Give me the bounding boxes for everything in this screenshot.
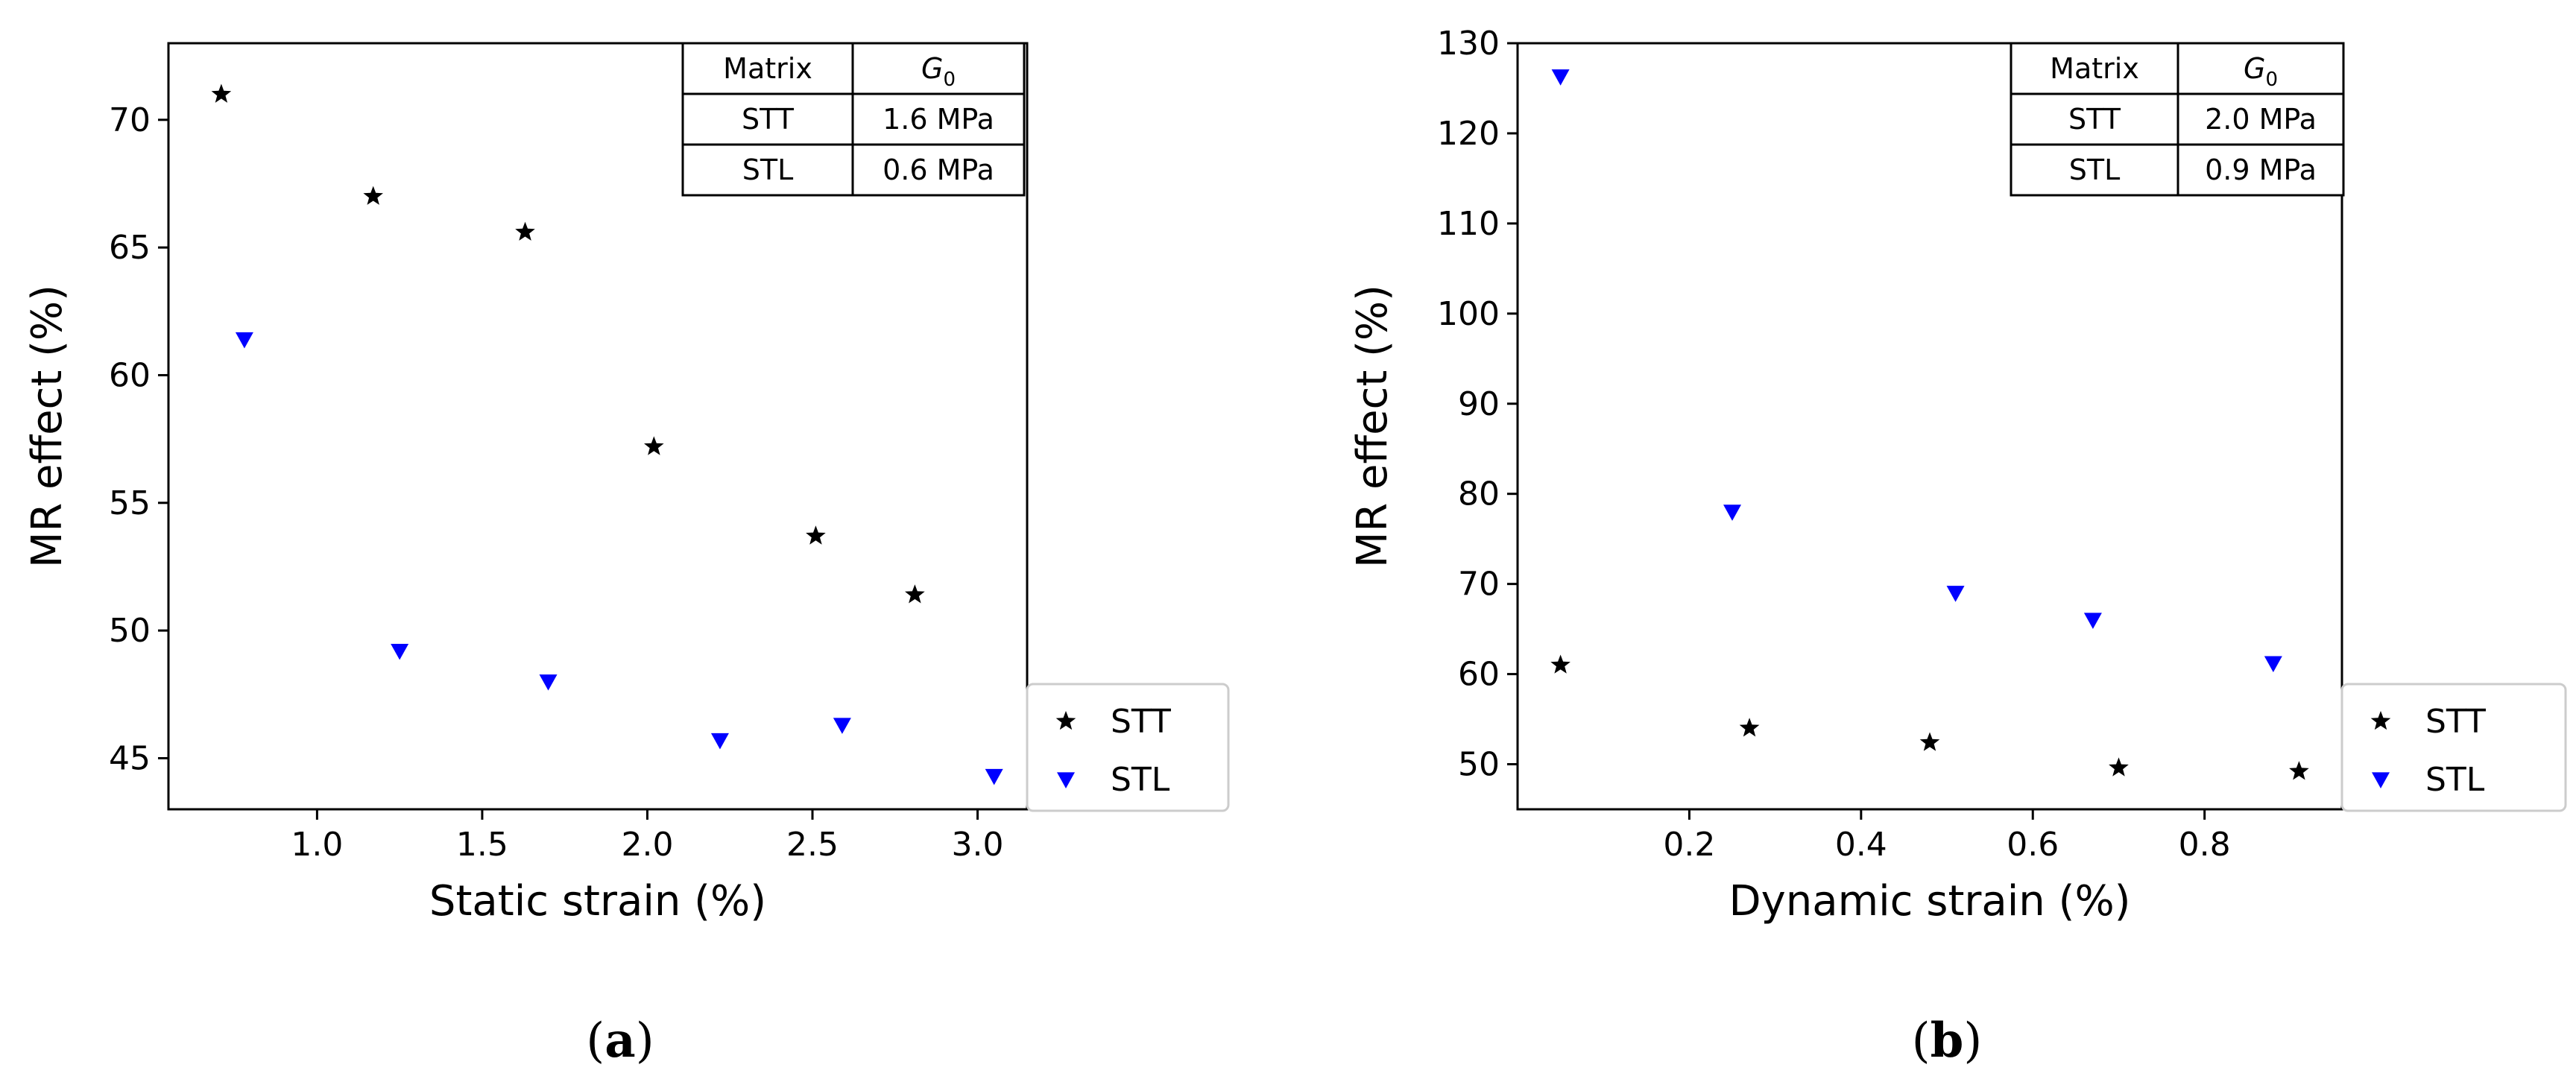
data-point-stl [2264,656,2282,673]
chart-b: 0.2 0.4 0.6 0.8 50 60 70 80 90 100 110 120 130 Dynami… [1348,25,2567,1069]
table-cell-g0: 0.9 MPa [2205,154,2317,186]
x-tick-label: 3.0 [952,826,1004,864]
x-axis-label: Static strain (%) [429,877,766,926]
table-cell-g0: 2.0 MPa [2205,103,2317,136]
y-tick-label: 45 [109,739,151,777]
legend-label-stt: STT [2425,703,2486,741]
table-cell-g0: 1.6 MPa [883,103,994,136]
inset-table: Matrix G0 STT 1.6 MPa STL 0.6 MPa [681,42,1026,197]
data-point-stl [235,332,253,349]
y-axis-label: MR effect (%) [23,285,72,568]
series-stt [1550,654,2309,780]
data-point-stt [806,525,826,545]
chart-a: 1.0 1.5 2.0 2.5 3.0 45 50 55 60 65 70 Static strain… [23,42,1230,1069]
x-tick-label: 1.0 [291,826,343,864]
legend-marker-stl [1057,772,1075,788]
data-point-stl [1551,69,1570,86]
y-tick-label: 60 [1458,656,1500,694]
data-point-stt [2289,761,2309,780]
x-tick-label: 2.5 [786,826,839,864]
table-header-matrix: Matrix [723,52,812,85]
x-tick-label: 0.6 [2007,826,2059,864]
y-tick-label: 55 [109,484,151,522]
y-tick-label: 70 [1458,566,1500,604]
data-point-stt [905,584,925,604]
x-tick-label: 0.2 [1663,826,1715,864]
table-header-g0: G0 [2244,52,2278,91]
plot-frame [1516,42,2343,811]
y-tick-label: 50 [1458,746,1500,784]
legend-box [2340,683,2567,812]
y-tick-label: 90 [1458,385,1500,423]
y-tick-label: 50 [109,612,151,650]
y-tick-label: 110 [1437,205,1500,243]
legend: STT STL [1026,683,1230,812]
caption-b: (b) [1912,1013,1983,1069]
data-point-stl [833,718,851,734]
y-tick-label: 130 [1437,25,1500,63]
x-axis-label: Dynamic strain (%) [1729,877,2131,926]
table-header-matrix: Matrix [2050,52,2139,85]
x-tick-label: 0.8 [2179,826,2231,864]
data-point-stt [1919,732,1940,751]
y-tick-label: 60 [109,356,151,394]
series-stl [235,332,1003,785]
data-point-stl [1723,504,1742,521]
data-point-stt [1739,718,1760,737]
legend-marker-stt [1055,711,1076,730]
legend-label-stl: STL [1111,761,1170,799]
x-tick-label: 2.0 [621,826,673,864]
data-point-stt [211,83,232,103]
series-stt [211,83,925,604]
legend-label-stt: STT [1111,703,1171,741]
table-header-g0: G0 [921,52,956,91]
table-cell-matrix: STT [742,103,795,136]
data-point-stl [985,768,1003,785]
data-point-stl [1946,586,1965,602]
x-tick-label: 0.4 [1835,826,1887,864]
data-point-stt [2109,757,2129,776]
table-cell-matrix: STL [2069,154,2121,186]
y-tick-label: 120 [1437,115,1500,153]
y-tick-label: 100 [1437,295,1500,333]
data-point-stt [1550,654,1570,674]
legend-marker-stt [2370,711,2391,730]
y-tick-label: 70 [109,101,151,139]
table-cell-matrix: STT [2068,103,2121,136]
series-stl [1551,69,2282,673]
table-cell-matrix: STL [742,154,794,186]
data-point-stt [644,436,664,455]
data-point-stt [363,186,383,205]
y-tick-label: 80 [1458,475,1500,513]
data-point-stl [2083,613,2102,630]
legend-marker-stl [2372,772,2390,788]
data-point-stl [710,733,729,750]
plot-frame [167,42,1029,811]
y-axis-label: MR effect (%) [1348,285,1397,568]
y-tick-label: 65 [109,229,151,267]
legend-box [1026,683,1230,812]
data-point-stl [391,643,409,660]
data-point-stt [515,221,535,241]
inset-table: Matrix G0 STT 2.0 MPa STL 0.9 MPa [2010,42,2345,197]
caption-a: (a) [586,1013,654,1069]
legend: STT STL [2340,683,2567,812]
data-point-stl [539,674,558,691]
x-tick-label: 1.5 [456,826,508,864]
legend-label-stl: STL [2425,761,2485,799]
table-cell-g0: 0.6 MPa [883,154,994,186]
